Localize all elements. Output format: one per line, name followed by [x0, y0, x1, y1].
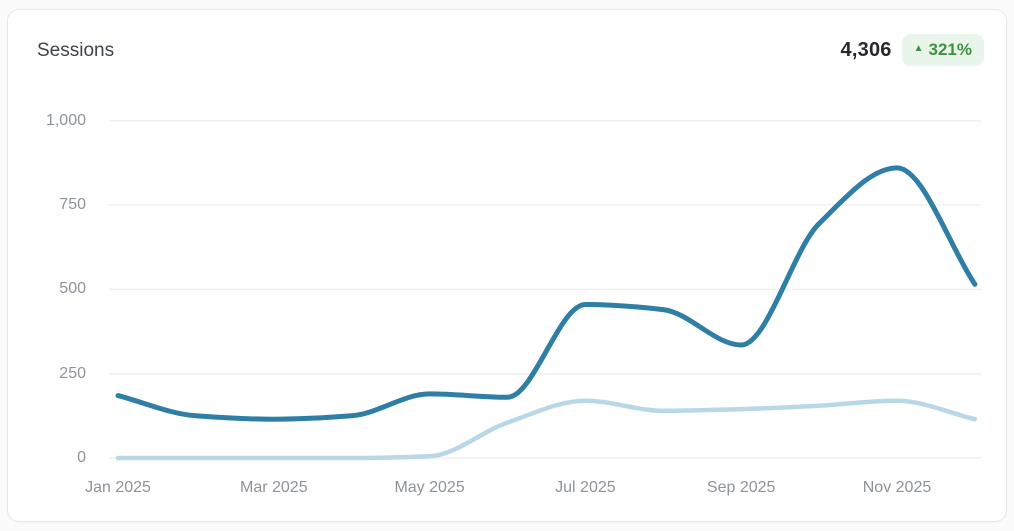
series-lines — [115, 165, 978, 461]
y-axis-label: 0 — [77, 449, 86, 466]
x-axis-label: Jul 2025 — [555, 479, 616, 496]
sessions-chart-svg — [109, 119, 981, 461]
y-axis-label: 250 — [59, 364, 86, 382]
sessions-total-value: 4,306 — [840, 38, 892, 61]
sessions-chart[interactable]: 0 250 500 750 1,000 Jan 2025 Mar 2025 May 2025… — [8, 10, 1006, 521]
metrics-group: 4,306 ▲ 321% — [841, 34, 984, 66]
y-axis-label: 750 — [59, 196, 86, 213]
change-badge: ▲ 321% — [901, 34, 984, 66]
y-axis-label: 1,000 — [45, 111, 86, 129]
y-axis-label: 500 — [59, 280, 86, 298]
x-axis-label: Sep 2025 — [706, 479, 776, 496]
x-axis-label: May 2025 — [394, 479, 465, 496]
sessions-card: Sessions 4,306 ▲ 321% 0 250 500 750 1,000 Ja… — [7, 9, 1007, 522]
secondary-series-line — [115, 398, 978, 461]
primary-series-line — [115, 165, 978, 422]
x-axis-label: Nov 2025 — [862, 479, 932, 496]
x-axis-label: Mar 2025 — [240, 479, 308, 496]
trend-up-icon: ▲ — [913, 43, 924, 54]
change-badge-label: 321% — [928, 40, 972, 59]
card-title: Sessions — [37, 40, 115, 61]
x-axis-label: Jan 2025 — [85, 479, 151, 496]
